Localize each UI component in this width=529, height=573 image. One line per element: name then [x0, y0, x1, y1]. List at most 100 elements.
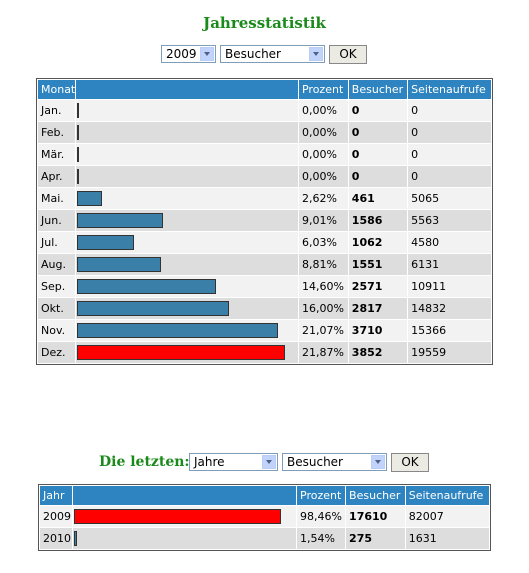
- metric-select[interactable]: Besucher: [220, 45, 325, 63]
- table-row: 2009 98,46% 17610 82007: [40, 506, 489, 527]
- table-row: Mai. 2,62% 461 5065: [38, 188, 491, 209]
- select-value: Besucher: [287, 455, 343, 469]
- row-label: 2009: [40, 506, 72, 527]
- select-value: Jahre: [194, 455, 225, 469]
- table-row: Apr. 0,00% 0 0: [38, 166, 491, 187]
- visitors: 1551: [348, 254, 408, 275]
- column-header: Prozent: [297, 486, 346, 505]
- table-row: Mär. 0,00% 0 0: [38, 144, 491, 165]
- row-label: Sep.: [38, 276, 76, 297]
- percent: 98,46%: [297, 506, 346, 527]
- bar-cell: [73, 506, 297, 527]
- ok-button[interactable]: OK: [329, 45, 367, 64]
- bar-cell: [76, 210, 298, 231]
- row-label: Dez.: [38, 342, 76, 363]
- monthly-table: Monat Prozent Besucher Seitenaufrufe Jan. 0,0…: [36, 78, 493, 365]
- row-label: Mär.: [38, 144, 76, 165]
- pageviews: 0: [408, 122, 491, 143]
- percent: 1,54%: [297, 528, 346, 549]
- bar: [74, 531, 78, 546]
- select-value: 2009: [166, 47, 197, 61]
- bar: [77, 345, 286, 360]
- bar: [77, 301, 230, 316]
- table-row: Dez. 21,87% 3852 19559: [38, 342, 491, 363]
- year-select[interactable]: 2009: [161, 45, 216, 63]
- visitors: 3710: [348, 320, 408, 341]
- bar: [77, 279, 216, 294]
- column-header: [76, 80, 298, 99]
- bar-cell: [76, 188, 298, 209]
- percent: 2,62%: [298, 188, 348, 209]
- bar-cell: [76, 232, 298, 253]
- bar: [77, 125, 80, 140]
- pageviews: 19559: [408, 342, 491, 363]
- bar-cell: [76, 320, 298, 341]
- row-label: 2010: [40, 528, 72, 549]
- row-label: Aug.: [38, 254, 76, 275]
- row-label: Apr.: [38, 166, 76, 187]
- table-row: 2010 1,54% 275 1631: [40, 528, 489, 549]
- bar-cell: [76, 276, 298, 297]
- table-row: Jun. 9,01% 1586 5563: [38, 210, 491, 231]
- row-label: Okt.: [38, 298, 76, 319]
- header-row: Monat Prozent Besucher Seitenaufrufe: [38, 80, 491, 99]
- column-header: [73, 486, 297, 505]
- visitors: 2571: [348, 276, 408, 297]
- visitors: 0: [348, 100, 408, 121]
- table-row: Aug. 8,81% 1551 6131: [38, 254, 491, 275]
- bar: [77, 191, 103, 206]
- bar-cell: [76, 122, 298, 143]
- pageviews: 0: [408, 144, 491, 165]
- visitors: 0: [348, 122, 408, 143]
- column-header: Besucher: [348, 80, 408, 99]
- column-header: Seitenaufrufe: [405, 486, 489, 505]
- bar-cell: [76, 166, 298, 187]
- metric-select[interactable]: Besucher: [282, 453, 387, 471]
- select-value: Besucher: [225, 47, 281, 61]
- percent: 21,87%: [298, 342, 348, 363]
- percent: 0,00%: [298, 144, 348, 165]
- bar: [77, 147, 80, 162]
- yearly-table: Jahr Prozent Besucher Seitenaufrufe 2009 98,4…: [38, 484, 491, 551]
- ok-button[interactable]: OK: [391, 453, 429, 472]
- pageviews: 82007: [405, 506, 489, 527]
- visitors: 461: [348, 188, 408, 209]
- percent: 14,60%: [298, 276, 348, 297]
- row-label: Jul.: [38, 232, 76, 253]
- column-header: Prozent: [298, 80, 348, 99]
- visitors: 17610: [346, 506, 405, 527]
- bar-cell: [76, 100, 298, 121]
- visitors: 0: [348, 166, 408, 187]
- pageviews: 15366: [408, 320, 491, 341]
- visitors: 1586: [348, 210, 408, 231]
- column-header: Monat: [38, 80, 75, 99]
- visitors: 1062: [348, 232, 408, 253]
- range-select[interactable]: Jahre: [189, 453, 278, 471]
- column-header: Besucher: [346, 486, 405, 505]
- bar: [77, 235, 135, 250]
- table-row: Sep. 14,60% 2571 10911: [38, 276, 491, 297]
- pageviews: 1631: [405, 528, 489, 549]
- percent: 21,07%: [298, 320, 348, 341]
- bar-cell: [76, 254, 298, 275]
- row-label: Jun.: [38, 210, 76, 231]
- row-label: Nov.: [38, 320, 76, 341]
- visitors: 275: [346, 528, 405, 549]
- bar-cell: [76, 298, 298, 319]
- column-header: Jahr: [40, 486, 72, 505]
- table-row: Feb. 0,00% 0 0: [38, 122, 491, 143]
- visitors: 0: [348, 144, 408, 165]
- pageviews: 5563: [408, 210, 491, 231]
- row-label: Jan.: [38, 100, 76, 121]
- percent: 8,81%: [298, 254, 348, 275]
- table-row: Jul. 6,03% 1062 4580: [38, 232, 491, 253]
- pageviews: 0: [408, 166, 491, 187]
- table-row: Nov. 21,07% 3710 15366: [38, 320, 491, 341]
- percent: 0,00%: [298, 122, 348, 143]
- header-row: Jahr Prozent Besucher Seitenaufrufe: [40, 486, 489, 505]
- bar-cell: [76, 342, 298, 363]
- recent-label: Die letzten:: [99, 454, 190, 470]
- percent: 16,00%: [298, 298, 348, 319]
- bar-cell: [73, 528, 297, 549]
- bar: [77, 213, 163, 228]
